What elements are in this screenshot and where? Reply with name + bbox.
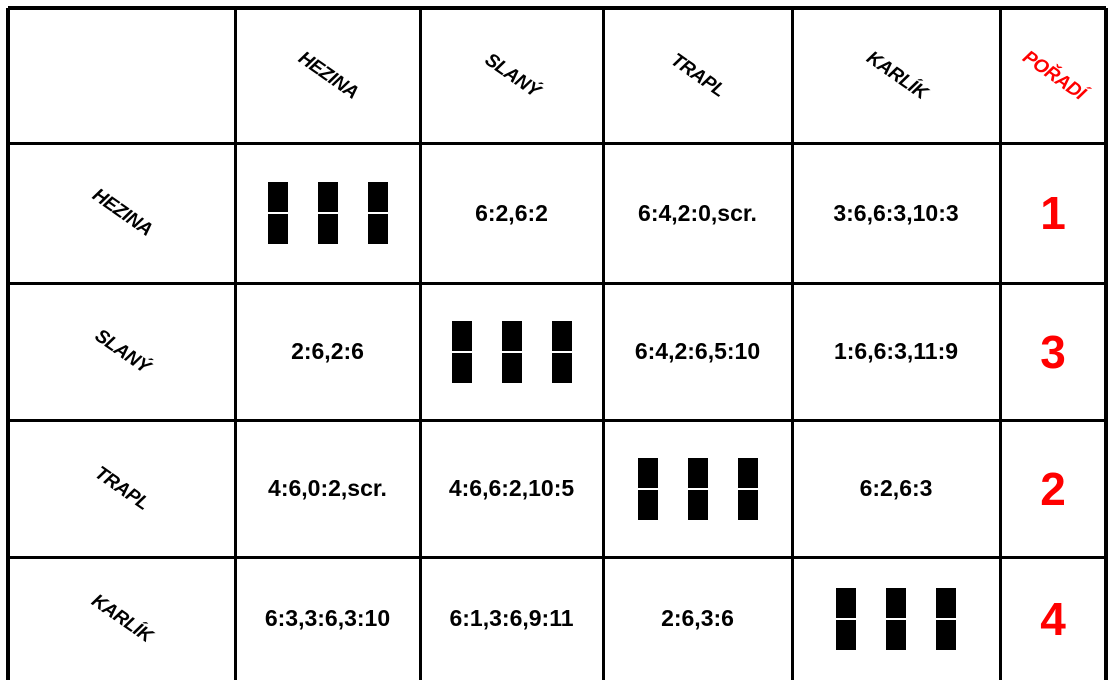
match-result-cell: 6:2,6:2 <box>420 143 603 283</box>
column-header-label: KARLÍK <box>862 46 931 104</box>
grid-line-vertical <box>791 8 794 680</box>
grid-line-vertical <box>419 8 422 680</box>
row-header: SLANÝ <box>8 283 235 420</box>
match-result: 6:4,2:6,5:10 <box>634 338 761 364</box>
match-result: 1:6,6:3,11:9 <box>833 338 959 364</box>
match-result: 2:6,2:6 <box>291 338 364 364</box>
column-header-label: HEZINA <box>294 47 362 104</box>
diagonal-bar <box>687 457 708 520</box>
column-header: TRAPL <box>603 8 792 143</box>
match-result-cell: 6:1,3:6,9:11 <box>420 557 603 680</box>
match-result-cell: 6:4,2:0,scr. <box>603 143 792 283</box>
match-result: 6:1,3:6,9:11 <box>449 605 574 631</box>
rank-header: POŘADÍ <box>1000 8 1106 143</box>
match-result: 6:3,3:6,3:10 <box>264 605 391 631</box>
match-result: 4:6,0:2,scr. <box>268 475 387 501</box>
match-result-cell: 6:3,3:6,3:10 <box>235 557 420 680</box>
match-result: 6:2,6:2 <box>475 199 548 226</box>
column-header-label: TRAPL <box>666 49 729 102</box>
rank-header-label: POŘADÍ <box>1018 46 1089 105</box>
rank-value: 2 <box>1040 462 1066 515</box>
column-header: HEZINA <box>235 8 420 143</box>
match-result-cell: 6:2,6:3 <box>792 420 1000 557</box>
match-result-cell: 4:6,6:2,10:5 <box>420 420 603 557</box>
diagonal-bar <box>886 587 906 650</box>
diagonal-bar <box>936 587 956 650</box>
grid-line-horizontal <box>8 282 1106 285</box>
match-result-cell: 4:6,0:2,scr. <box>235 420 420 557</box>
diagonal-cell <box>235 143 420 283</box>
rank-value: 3 <box>1040 325 1066 378</box>
corner-cell <box>8 8 235 143</box>
diagonal-bar <box>501 320 522 383</box>
match-result-cell: 6:4,2:6,5:10 <box>603 283 792 420</box>
diagonal-bar <box>317 182 338 244</box>
match-result: 3:6,6:3,10:3 <box>833 199 959 226</box>
row-header-label: KARLÍK <box>87 589 156 647</box>
column-header: KARLÍK <box>792 8 1000 143</box>
grid-line-vertical <box>234 8 237 680</box>
row-header: TRAPL <box>8 420 235 557</box>
diagonal-bar <box>737 457 758 520</box>
row-header-label: SLANÝ <box>90 324 154 378</box>
column-header-label: SLANÝ <box>480 48 544 102</box>
match-result-cell: 1:6,6:3,11:9 <box>792 283 1000 420</box>
match-result: 6:4,2:0,scr. <box>638 199 757 226</box>
rank-cell: 4 <box>1000 557 1106 680</box>
grid-line-horizontal <box>8 419 1106 422</box>
row-header-label: TRAPL <box>90 462 153 515</box>
match-result: 6:2,6:3 <box>859 475 933 501</box>
grid-line-vertical <box>1104 8 1108 680</box>
diagonal-cell <box>420 283 603 420</box>
rank-cell: 3 <box>1000 283 1106 420</box>
match-result-cell: 2:6,2:6 <box>235 283 420 420</box>
grid-line-vertical <box>999 8 1002 680</box>
diagonal-bar <box>836 587 856 650</box>
diagonal-bar <box>451 320 472 383</box>
grid-line-vertical <box>602 8 605 680</box>
match-result-cell: 3:6,6:3,10:3 <box>792 143 1000 283</box>
grid-line-vertical <box>6 8 10 680</box>
match-result: 4:6,6:2,10:5 <box>448 475 575 501</box>
diagonal-bar <box>367 182 388 244</box>
diagonal-bar <box>551 320 572 383</box>
match-result-cell: 2:6,3:6 <box>603 557 792 680</box>
row-header: KARLÍK <box>8 557 235 680</box>
row-header-label: HEZINA <box>88 184 156 241</box>
grid-line-horizontal <box>8 6 1106 10</box>
diagonal-bar <box>267 182 288 244</box>
grid-line-horizontal <box>8 142 1106 145</box>
rank-cell: 1 <box>1000 143 1106 283</box>
rank-value: 4 <box>1040 592 1066 645</box>
row-header: HEZINA <box>8 143 235 283</box>
grid-line-horizontal <box>8 556 1106 559</box>
column-header: SLANÝ <box>420 8 603 143</box>
diagonal-cell <box>792 557 1000 680</box>
diagonal-bar <box>637 457 658 520</box>
match-result: 2:6,3:6 <box>661 605 734 631</box>
rank-value: 1 <box>1040 187 1066 239</box>
diagonal-cell <box>603 420 792 557</box>
rank-cell: 2 <box>1000 420 1106 557</box>
